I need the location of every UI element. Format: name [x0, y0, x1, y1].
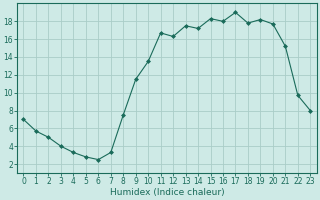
X-axis label: Humidex (Indice chaleur): Humidex (Indice chaleur): [109, 188, 224, 197]
